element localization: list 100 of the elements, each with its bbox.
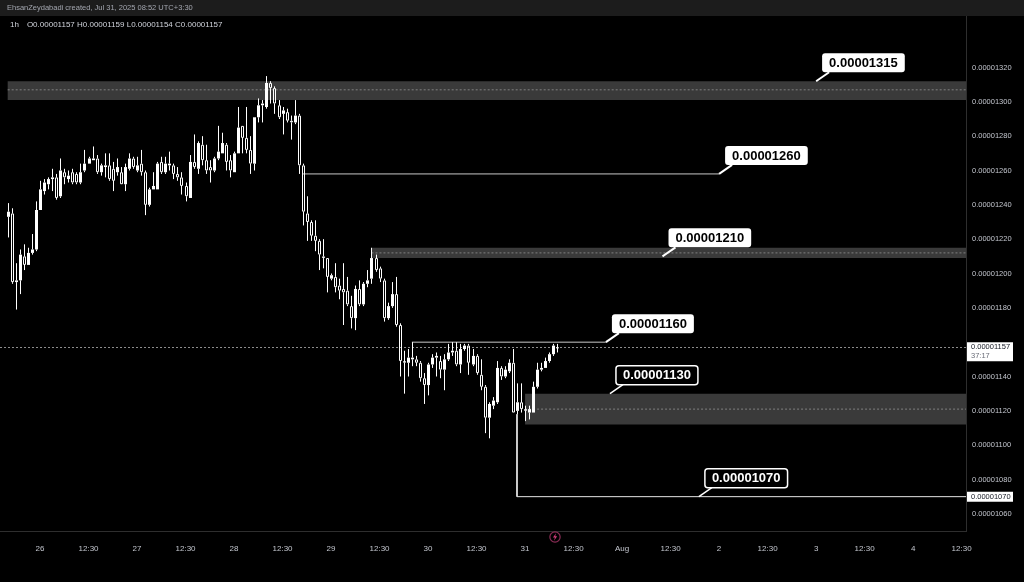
x-tick-label: 28 bbox=[229, 544, 240, 553]
candlestick bbox=[496, 360, 499, 405]
candlestick bbox=[480, 358, 483, 391]
candlestick bbox=[35, 200, 38, 252]
candlestick bbox=[19, 248, 22, 295]
candlestick bbox=[67, 170, 70, 184]
x-tick-label: 12:30 bbox=[466, 544, 488, 553]
candlestick bbox=[96, 154, 99, 175]
candlestick bbox=[112, 161, 115, 192]
candlestick bbox=[257, 97, 260, 123]
annotation: 0.00001260 bbox=[732, 147, 801, 163]
candlestick bbox=[362, 281, 365, 307]
candlestick bbox=[532, 381, 535, 413]
x-tick-label: Aug bbox=[614, 544, 630, 553]
candlestick bbox=[314, 219, 317, 252]
candlestick bbox=[278, 99, 281, 120]
candlestick bbox=[47, 176, 50, 190]
x-tick-label: 26 bbox=[35, 544, 46, 553]
candlestick bbox=[334, 262, 337, 293]
candlestick bbox=[209, 159, 212, 184]
candlestick bbox=[419, 360, 422, 383]
candlestick bbox=[241, 125, 244, 154]
candlestick bbox=[342, 262, 345, 326]
candlestick bbox=[399, 322, 402, 377]
x-tick-label: 12:30 bbox=[757, 544, 779, 553]
text: 1h bbox=[10, 20, 19, 30]
x-tick-label: 31 bbox=[520, 544, 531, 553]
candlestick bbox=[552, 343, 555, 357]
candlestick bbox=[75, 171, 78, 185]
candlestick bbox=[439, 355, 442, 379]
candlestick bbox=[253, 117, 256, 171]
candlestick bbox=[476, 353, 479, 376]
candlestick bbox=[27, 247, 30, 265]
candlestick bbox=[164, 156, 167, 175]
candlestick bbox=[524, 405, 527, 422]
candlestick bbox=[55, 173, 58, 201]
candlestick bbox=[136, 156, 139, 173]
x-tick-label: 12:30 bbox=[369, 544, 391, 553]
x-tick-label: 12:30 bbox=[175, 544, 197, 553]
x-tick-label: 12:30 bbox=[78, 544, 100, 553]
candlestick bbox=[282, 106, 285, 135]
candlestick bbox=[120, 166, 123, 185]
candlestick bbox=[197, 140, 200, 175]
annotation: 0.00001210 bbox=[675, 229, 745, 245]
candlestick bbox=[306, 195, 309, 242]
candlestick bbox=[504, 365, 507, 379]
text: O0.00001157 H0.00001159 L0.00001154 C0.00001157 bbox=[26, 20, 224, 30]
x-tick-label: 12:30 bbox=[660, 544, 682, 553]
x-tick-label: 30 bbox=[423, 544, 434, 553]
candlestick bbox=[383, 278, 386, 323]
x-tick-label: 29 bbox=[326, 544, 337, 553]
candlestick bbox=[322, 238, 325, 269]
candlestick bbox=[116, 157, 119, 177]
candlestick bbox=[455, 341, 458, 367]
annotation: 0.00001315 bbox=[829, 54, 898, 70]
candlestick bbox=[104, 152, 107, 178]
candlestick bbox=[447, 343, 450, 362]
candlestick bbox=[484, 384, 487, 434]
candlestick bbox=[132, 156, 135, 170]
candlestick bbox=[427, 362, 430, 396]
x-tick-label: 12:30 bbox=[951, 544, 973, 553]
candlestick bbox=[245, 106, 248, 154]
candlestick bbox=[407, 348, 410, 377]
candlestick bbox=[59, 157, 62, 199]
candlestick bbox=[467, 343, 470, 376]
candlestick bbox=[435, 351, 438, 377]
candlestick bbox=[31, 233, 34, 256]
candlestick bbox=[290, 115, 293, 141]
candlestick bbox=[318, 238, 321, 271]
candlestick bbox=[310, 219, 313, 242]
x-tick-label: 12:30 bbox=[854, 544, 876, 553]
candlestick bbox=[180, 171, 183, 196]
candlestick bbox=[512, 348, 515, 413]
candlestick bbox=[11, 207, 14, 285]
x-tick-label: 3 bbox=[813, 544, 819, 553]
candlestick bbox=[443, 353, 446, 391]
candlestick bbox=[354, 285, 357, 331]
candlestick bbox=[346, 276, 349, 307]
candlestick bbox=[520, 382, 523, 414]
annotation: 0.00001130 bbox=[622, 367, 691, 383]
candlestick bbox=[273, 85, 276, 115]
candlestick bbox=[237, 106, 240, 154]
x-tick-label: 12:30 bbox=[563, 544, 585, 553]
candlestick bbox=[403, 350, 406, 395]
candlestick bbox=[201, 135, 204, 166]
candlestick bbox=[176, 166, 179, 182]
candlestick bbox=[370, 247, 373, 285]
candlestick bbox=[269, 80, 272, 105]
candlestick bbox=[326, 258, 329, 293]
candlestick bbox=[156, 161, 159, 190]
candlestick bbox=[548, 351, 551, 364]
annotation: 0.00001160 bbox=[618, 315, 687, 331]
x-tick-label: 12:30 bbox=[272, 544, 294, 553]
annotation: 0.00001070 bbox=[711, 470, 781, 486]
x-tick-label: 4 bbox=[910, 544, 916, 553]
candlestick bbox=[79, 163, 82, 185]
x-tick-label: 27 bbox=[132, 544, 143, 553]
candlestick bbox=[205, 144, 208, 175]
candlestick bbox=[140, 149, 143, 177]
x-tick-label: 2 bbox=[716, 544, 722, 553]
